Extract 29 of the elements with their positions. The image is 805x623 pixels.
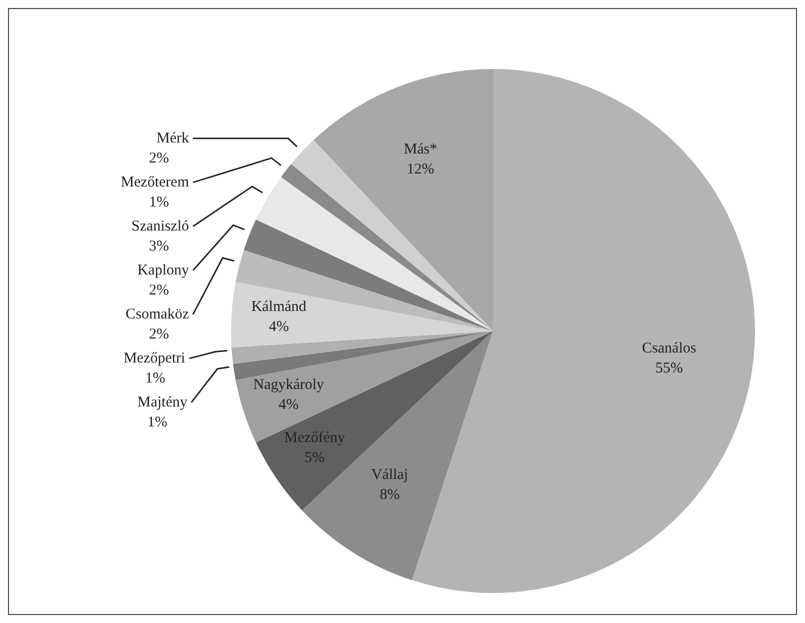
data-label: 3% (149, 238, 169, 254)
data-label: 1% (145, 370, 166, 386)
data-label: 1% (147, 414, 168, 430)
slice-label: Nagykároly (253, 376, 325, 393)
slice-label: Kálmánd (251, 298, 307, 315)
pie-slice (244, 219, 493, 331)
data-label: 55% (655, 360, 683, 377)
slice-label: Más* (404, 141, 438, 158)
slice-label: Mezőterem (120, 174, 190, 190)
slice-label: Mezőfény (284, 430, 346, 446)
data-label: 1% (149, 194, 169, 210)
slice-label: Csomaköz (126, 306, 190, 322)
data-label: 8% (380, 486, 400, 503)
data-label: 4% (278, 396, 299, 413)
data-label: 5% (304, 450, 325, 466)
data-label: 2% (149, 282, 169, 298)
slice-label: Vállaj (371, 466, 408, 483)
data-label: 2% (149, 150, 169, 166)
pie-slice (256, 331, 493, 510)
slice-label: Majtény (137, 394, 188, 410)
pie-slice (233, 331, 493, 380)
slice-label: Szaniszló (132, 218, 189, 234)
data-label: 2% (149, 326, 169, 342)
slice-label: Mérk (156, 130, 190, 146)
slice-label: Csanálos (642, 340, 696, 357)
slice-label: Mezőpetri (124, 350, 186, 366)
slice-label: Kaplony (137, 262, 190, 278)
data-label: 4% (268, 318, 289, 335)
data-label: 12% (406, 161, 434, 178)
